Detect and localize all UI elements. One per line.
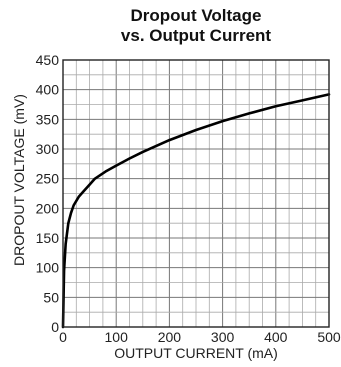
grid: [62, 59, 330, 328]
y-tick-label: 400: [36, 82, 60, 98]
series-line: [61, 93, 331, 329]
y-tick-label: 100: [36, 260, 60, 276]
x-tick-label: 100: [105, 329, 129, 345]
series-layer: [61, 93, 331, 329]
y-tick-label: 0: [51, 319, 59, 335]
y-tick-labels: 0 50 100 150 200 250 300 350 400 450: [36, 52, 60, 335]
y-tick-label: 250: [36, 171, 60, 187]
y-axis-label: DROPOUT VOLTAGE (mV): [11, 94, 27, 266]
y-tick-label: 300: [36, 141, 60, 157]
y-tick-label: 200: [36, 200, 60, 216]
y-tick-label: 50: [43, 289, 59, 305]
chart-title-line-2: vs. Output Current: [121, 26, 272, 45]
y-tick-label: 450: [36, 52, 60, 68]
y-tick-label: 150: [36, 230, 60, 246]
x-axis-label: OUTPUT CURRENT (mA): [114, 345, 278, 361]
plot-frame: [62, 59, 330, 328]
x-tick-label: 300: [211, 329, 235, 345]
x-tick-label: 400: [264, 329, 288, 345]
x-tick-label: 500: [317, 329, 341, 345]
x-tick-labels: 0 100 200 300 400 500: [59, 329, 341, 345]
chart-title-line-1: Dropout Voltage: [131, 6, 262, 25]
x-tick-label: 200: [158, 329, 182, 345]
x-tick-label: 0: [59, 329, 67, 345]
y-tick-label: 350: [36, 111, 60, 127]
